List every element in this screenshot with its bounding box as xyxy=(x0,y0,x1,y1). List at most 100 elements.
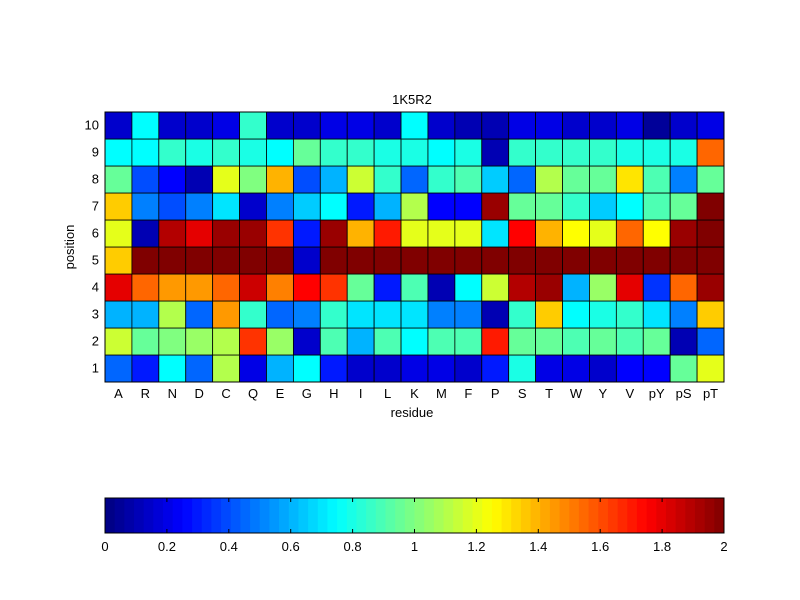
heatmap-cell xyxy=(696,354,725,383)
colorbar-swatch xyxy=(250,498,261,533)
y-tick-label: 5 xyxy=(92,253,99,268)
colorbar-swatch xyxy=(182,498,193,533)
heatmap-cell xyxy=(508,354,537,383)
heatmap-cell xyxy=(400,192,429,221)
heatmap-cell xyxy=(535,327,563,356)
colorbar-swatch xyxy=(607,498,619,533)
heatmap-cell xyxy=(535,165,563,194)
heatmap-cell xyxy=(589,327,617,356)
heatmap-cell xyxy=(669,219,698,248)
heatmap-cell xyxy=(454,219,483,248)
colorbar-swatch xyxy=(385,498,396,533)
heatmap-cell xyxy=(212,165,240,194)
x-tick-label: K xyxy=(410,386,419,401)
heatmap-cell xyxy=(158,327,187,356)
heatmap-cell xyxy=(346,219,375,248)
heatmap-cell xyxy=(400,111,429,140)
colorbar-swatch xyxy=(675,498,686,533)
heatmap-cell xyxy=(642,111,671,140)
colorbar-swatch xyxy=(714,498,725,533)
heatmap-cell xyxy=(669,165,698,194)
heatmap-cell xyxy=(562,354,590,383)
heatmap-cell xyxy=(400,246,429,275)
heatmap-cell xyxy=(508,111,537,140)
heatmap-cell xyxy=(642,192,671,221)
colorbar-swatch xyxy=(172,498,183,533)
heatmap-cell xyxy=(292,192,321,221)
heatmap-cell xyxy=(642,327,671,356)
heatmap-cell xyxy=(373,165,402,194)
heatmap-cell xyxy=(454,138,483,167)
heatmap-cell xyxy=(642,138,671,167)
heatmap-cell xyxy=(319,273,348,302)
heatmap-cell xyxy=(185,165,214,194)
colorbar-swatch xyxy=(143,498,154,533)
heatmap-cell xyxy=(589,192,617,221)
heatmap-cell xyxy=(185,354,214,383)
heatmap-cell xyxy=(508,165,537,194)
colorbar-swatch xyxy=(627,498,638,533)
heatmap-cell xyxy=(454,327,483,356)
heatmap-cell xyxy=(212,138,240,167)
colorbar-swatch xyxy=(617,498,628,533)
heatmap-cell xyxy=(481,273,510,302)
x-tick-label: pT xyxy=(703,386,718,401)
heatmap-cell xyxy=(696,273,725,302)
colorbar-tick-label: 1.8 xyxy=(653,539,671,554)
colorbar-swatch xyxy=(453,498,464,533)
colorbar-swatch xyxy=(298,498,309,533)
heatmap-cell xyxy=(266,192,294,221)
colorbar-swatch xyxy=(433,498,445,533)
heatmap-cell xyxy=(400,273,429,302)
heatmap-cell xyxy=(696,219,725,248)
heatmap-cell xyxy=(535,273,563,302)
heatmap-cell xyxy=(131,327,160,356)
heatmap-cell xyxy=(615,246,644,275)
colorbar-tick-label: 1.4 xyxy=(529,539,547,554)
x-tick-label: R xyxy=(141,386,150,401)
colorbar-swatch xyxy=(520,498,532,533)
colorbar-swatch xyxy=(230,498,241,533)
heatmap-cell xyxy=(158,192,187,221)
colorbar-tick-label: 1.2 xyxy=(467,539,485,554)
heatmap-cell xyxy=(589,273,617,302)
heatmap-cell xyxy=(158,111,187,140)
heatmap-cell xyxy=(696,192,725,221)
heatmap-cell xyxy=(346,273,375,302)
x-tick-label: Y xyxy=(599,386,608,401)
heatmap-cell xyxy=(615,138,644,167)
heatmap-cell xyxy=(104,327,133,356)
heatmap-cell xyxy=(319,246,348,275)
x-tick-label: A xyxy=(114,386,123,401)
heatmap-cell xyxy=(292,273,321,302)
heatmap-cell xyxy=(427,327,456,356)
colorbar-swatch xyxy=(511,498,522,533)
colorbar-swatch xyxy=(366,498,377,533)
heatmap-cell xyxy=(239,138,267,167)
colorbar-swatch xyxy=(279,498,290,533)
colorbar-swatch xyxy=(153,498,164,533)
heatmap-cell xyxy=(400,354,429,383)
plot-frame xyxy=(104,111,725,383)
heatmap-cell xyxy=(562,165,590,194)
heatmap-cell xyxy=(239,300,267,329)
heatmap-cell xyxy=(266,219,294,248)
heatmap-cell xyxy=(292,246,321,275)
heatmap-cell xyxy=(427,354,456,383)
colorbar-swatch xyxy=(221,498,232,533)
heatmap-cell xyxy=(373,111,402,140)
heatmap-cell xyxy=(589,354,617,383)
heatmap-cell xyxy=(346,111,375,140)
heatmap-cell xyxy=(131,354,160,383)
colorbar-swatch xyxy=(588,498,599,533)
heatmap-cell xyxy=(346,327,375,356)
heatmap-cell xyxy=(104,273,133,302)
heatmap-cell xyxy=(400,219,429,248)
heatmap-cell xyxy=(346,300,375,329)
heatmap-cell xyxy=(642,354,671,383)
heatmap-cell xyxy=(104,354,133,383)
heatmap-cell xyxy=(589,300,617,329)
heatmap-cell xyxy=(319,138,348,167)
colorbar-swatch xyxy=(240,498,251,533)
